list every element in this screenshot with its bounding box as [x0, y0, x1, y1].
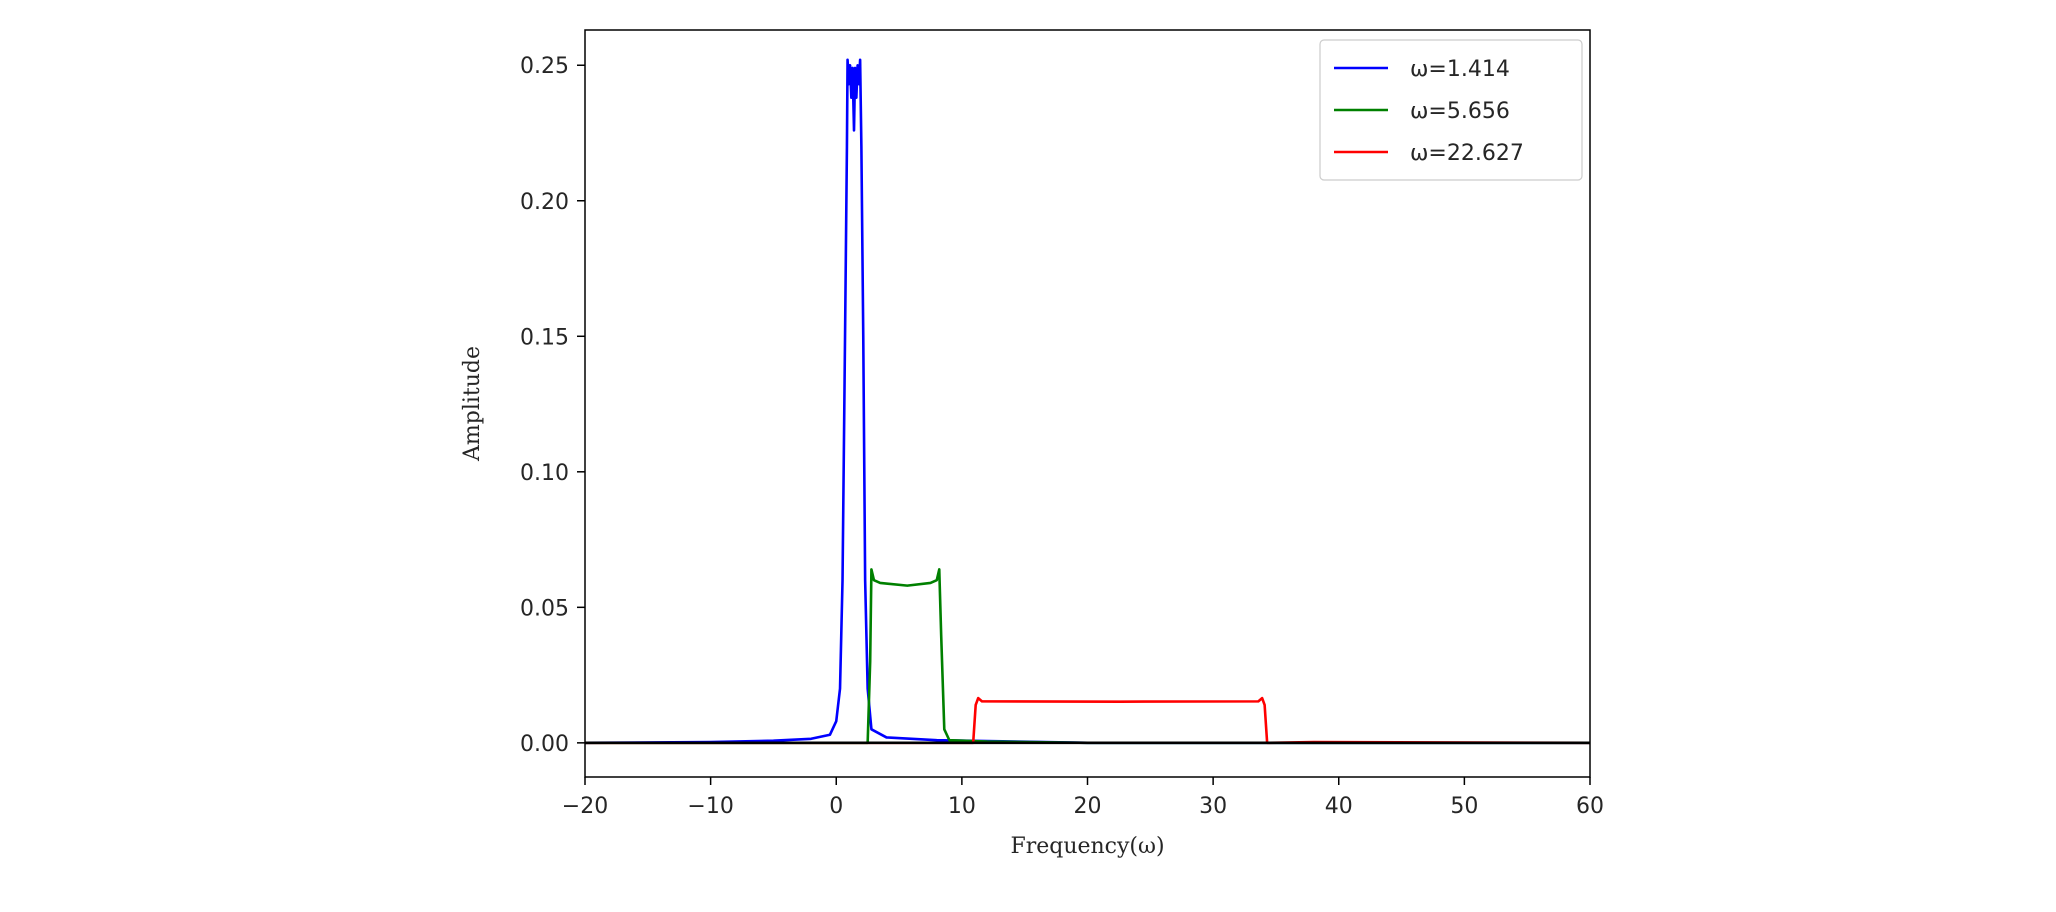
- x-tick-label: 20: [1074, 794, 1102, 819]
- x-axis-ticks: −20 −10 0 10 20 30 40 50 60: [562, 777, 1604, 819]
- series-layer: [584, 58, 1591, 745]
- legend-label-3: ω=22.627: [1410, 141, 1524, 166]
- x-tick-label: 10: [948, 794, 976, 819]
- legend-entries: ω=1.414 ω=5.656 ω=22.627: [1334, 57, 1524, 166]
- x-tick-label: 30: [1199, 794, 1227, 819]
- x-tick-label: −20: [562, 794, 608, 819]
- y-tick-label: 0.15: [520, 325, 569, 350]
- y-tick-label: 0.05: [520, 596, 569, 621]
- x-tick-label: 0: [829, 794, 843, 819]
- x-tick-label: 50: [1450, 794, 1478, 819]
- legend-label-1: ω=1.414: [1410, 57, 1510, 82]
- x-tick-label: 60: [1576, 794, 1604, 819]
- y-axis-ticks: 0.00 0.05 0.10 0.15 0.20 0.25: [520, 54, 585, 757]
- x-tick-label: −10: [687, 794, 733, 819]
- x-axis-label: Frequency(ω): [1010, 834, 1164, 859]
- legend-box: [1319, 39, 1583, 181]
- legend-label-2: ω=5.656: [1410, 99, 1510, 124]
- series-line-2: [585, 568, 1590, 745]
- legend: ω=1.414 ω=5.656 ω=22.627: [1319, 39, 1583, 181]
- x-tick-label: 40: [1325, 794, 1353, 819]
- y-axis-label: Amplitude: [460, 346, 485, 462]
- y-tick-label: 0.20: [520, 190, 569, 215]
- y-tick-label: 0.00: [520, 732, 569, 757]
- y-tick-label: 0.10: [520, 461, 569, 486]
- y-tick-label: 0.25: [520, 54, 569, 79]
